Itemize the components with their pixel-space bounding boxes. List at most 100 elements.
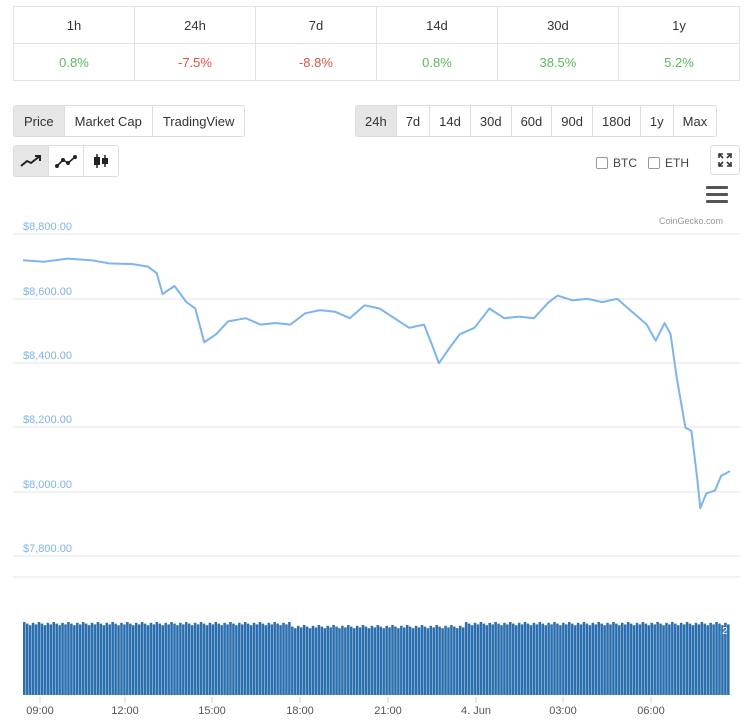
volume-bar xyxy=(703,623,707,695)
volume-bar xyxy=(302,625,306,695)
volume-bar xyxy=(25,623,29,695)
range-60d[interactable]: 60d xyxy=(510,106,552,136)
volume-bar xyxy=(117,625,120,695)
volume-bar xyxy=(647,625,651,695)
tab-tradingview[interactable]: TradingView xyxy=(151,106,245,136)
perf-value-1y: 5.2% xyxy=(617,43,741,81)
expand-icon[interactable] xyxy=(710,145,740,175)
volume-bar xyxy=(299,627,303,695)
volume-bar xyxy=(514,625,518,695)
volume-bar xyxy=(594,624,598,695)
volume-bar xyxy=(668,624,671,695)
chart-menu-icon[interactable] xyxy=(706,186,728,204)
volume-bar xyxy=(458,625,462,695)
volume-bar xyxy=(562,622,565,695)
volume-bar xyxy=(137,624,141,695)
volume-bar xyxy=(78,624,82,695)
volume-bar xyxy=(90,622,94,695)
volume-bar xyxy=(724,622,727,695)
x-tick-label: 18:00 xyxy=(286,705,314,717)
volume-bar xyxy=(273,622,276,695)
volume-bar xyxy=(691,625,695,695)
volume-bar xyxy=(618,625,621,695)
volume-bar xyxy=(87,625,91,695)
range-30d[interactable]: 30d xyxy=(469,106,511,136)
volume-bar xyxy=(364,626,368,695)
volume-bar xyxy=(255,624,259,695)
volume-bar xyxy=(246,623,250,695)
line-chart-icon[interactable] xyxy=(14,146,48,176)
x-tick-label: 06:00 xyxy=(637,705,665,717)
volume-bar xyxy=(559,625,562,695)
volume-bar xyxy=(641,622,645,695)
volume-bar xyxy=(93,624,97,695)
volume-bar xyxy=(470,625,474,695)
volume-bar xyxy=(164,622,167,695)
volume-bar xyxy=(305,626,309,695)
compare-btc-checkbox[interactable]: BTC xyxy=(596,156,637,170)
range-max[interactable]: Max xyxy=(672,106,717,136)
volume-bar xyxy=(326,625,329,695)
range-7d[interactable]: 7d xyxy=(395,106,429,136)
volume-bar xyxy=(547,622,550,695)
volume-bar xyxy=(344,627,347,695)
volume-bar xyxy=(361,625,365,695)
volume-bar xyxy=(205,625,209,695)
volume-bar xyxy=(570,623,574,695)
volume-bar xyxy=(282,622,285,695)
volume-bar xyxy=(249,625,253,695)
volume-bar xyxy=(367,628,371,695)
volume-bar xyxy=(709,622,712,695)
volume-bar xyxy=(700,622,704,695)
volume-bar xyxy=(229,622,232,695)
volume-bar xyxy=(429,625,433,695)
volume-bar xyxy=(447,627,450,695)
chart-tabs: Price Market Cap TradingView xyxy=(13,105,246,137)
tab-price[interactable]: Price xyxy=(14,106,64,136)
volume-bar xyxy=(573,625,577,695)
volume-bar xyxy=(688,623,692,695)
volume-bar xyxy=(535,624,539,695)
range-1y[interactable]: 1y xyxy=(639,106,673,136)
range-90d[interactable]: 90d xyxy=(551,106,592,136)
volume-bar xyxy=(46,622,50,695)
range-14d[interactable]: 14d xyxy=(429,106,470,136)
chart-credit[interactable]: CoinGecko.com xyxy=(659,216,724,226)
volume-bar xyxy=(370,625,374,695)
volume-bar xyxy=(379,626,382,695)
volume-bar xyxy=(199,622,203,695)
volume-bar xyxy=(190,625,194,695)
volume-bar xyxy=(444,625,447,695)
candlestick-icon[interactable] xyxy=(83,146,118,176)
compare-eth-checkbox[interactable]: ETH xyxy=(648,156,689,170)
tab-market-cap[interactable]: Market Cap xyxy=(63,106,152,136)
volume-bar xyxy=(656,622,659,695)
volume-bar xyxy=(226,624,229,695)
volume-bar xyxy=(152,624,156,695)
volume-bar xyxy=(638,624,642,695)
volume-bar xyxy=(385,625,388,695)
volume-bar xyxy=(506,624,509,695)
y-tick-label: $8,600.00 xyxy=(23,286,72,298)
volume-bar xyxy=(373,627,377,695)
volume-bar xyxy=(464,622,468,695)
x-tick-label: 09:00 xyxy=(26,705,54,717)
volume-bar xyxy=(146,625,150,695)
volume-bar xyxy=(615,623,618,695)
volume-bar xyxy=(582,622,586,695)
volume-bar xyxy=(473,622,477,695)
range-180d[interactable]: 180d xyxy=(591,106,640,136)
volume-bar xyxy=(467,623,471,695)
volume-bar xyxy=(155,622,159,695)
volume-bar xyxy=(585,623,589,695)
volume-bar xyxy=(261,623,265,695)
volume-bar xyxy=(600,623,603,695)
volume-bar xyxy=(650,622,654,695)
volume-bar xyxy=(512,623,515,695)
volume-bar xyxy=(682,624,686,695)
volume-bar xyxy=(134,622,138,695)
range-24h[interactable]: 24h xyxy=(356,106,396,136)
volume-bar xyxy=(597,622,600,695)
volume-bar xyxy=(279,625,282,695)
smooth-line-icon[interactable] xyxy=(48,146,83,176)
